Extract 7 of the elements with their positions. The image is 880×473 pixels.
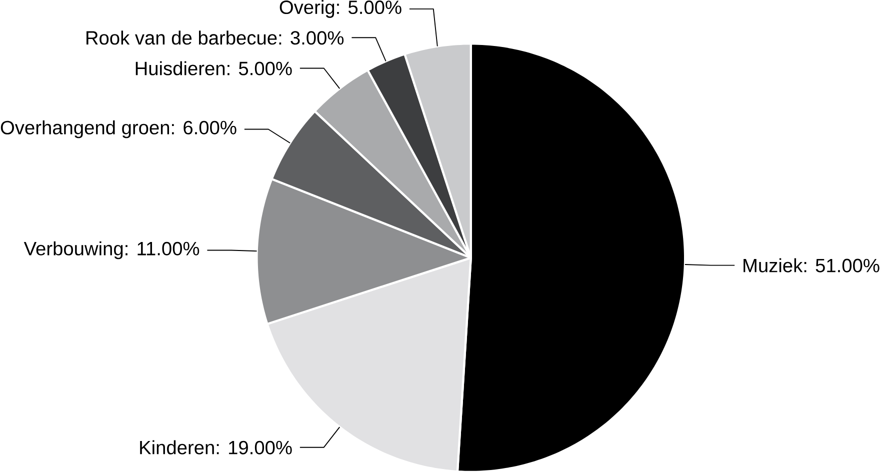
slice-label: Overig: 5.00% [280, 0, 402, 18]
slice-label: Kinderen: 19.00% [140, 440, 292, 454]
slice-label: Verbouwing: 11.00% [24, 241, 200, 260]
slice-label: Rook van de barbecue: 3.00% [86, 30, 344, 45]
slice-label: Overhangend groen: 6.00% [0, 120, 236, 138]
slice-label: Muziek: 51.00% [744, 258, 880, 272]
slice-label: Huisdieren: 5.00% [136, 61, 292, 76]
